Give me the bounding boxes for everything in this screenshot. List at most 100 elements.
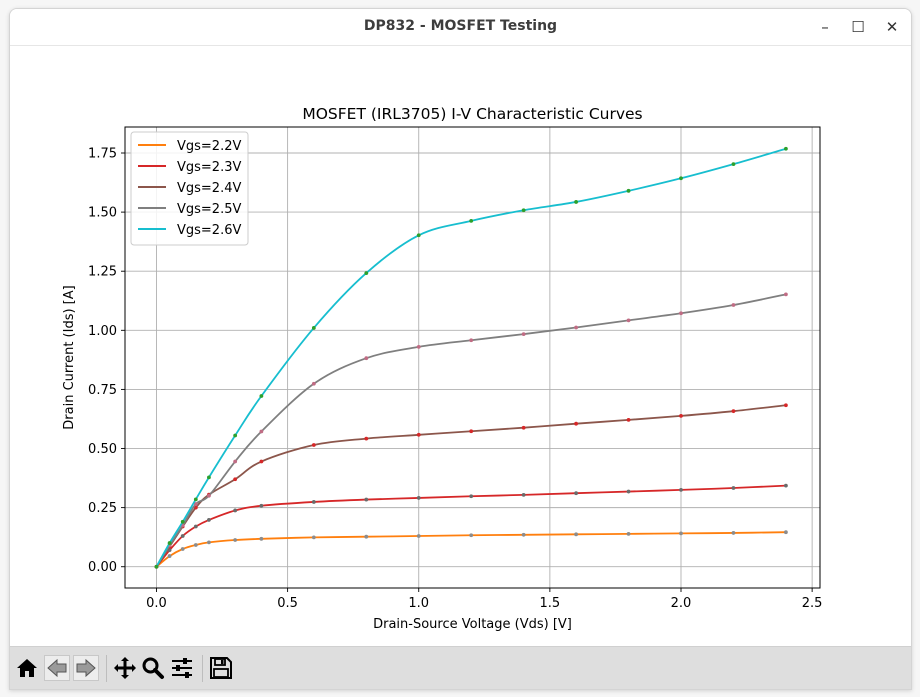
home-button[interactable] <box>14 655 40 681</box>
data-point <box>521 332 526 336</box>
y-tick-label: 0.25 <box>88 501 117 516</box>
configure-subplots-icon <box>172 658 192 678</box>
data-point <box>193 497 198 502</box>
data-point <box>784 292 788 297</box>
home-icon <box>17 659 37 677</box>
data-point <box>731 409 736 414</box>
data-point <box>259 429 264 434</box>
data-point <box>679 311 683 316</box>
data-point <box>233 433 238 438</box>
data-point <box>364 436 369 441</box>
data-point <box>233 459 238 464</box>
y-tick-label: 1.50 <box>88 206 117 221</box>
data-point <box>574 200 578 204</box>
zoom-icon <box>142 657 164 679</box>
zoom-button[interactable] <box>140 655 166 681</box>
y-tick-label: 1.00 <box>88 324 117 339</box>
data-point <box>574 532 578 537</box>
configure-subplots-button[interactable] <box>169 655 195 681</box>
close-button[interactable]: ✕ <box>885 18 899 36</box>
data-point <box>469 338 474 343</box>
chart-title: MOSFET (IRL3705) I-V Characteristic Curv… <box>302 105 642 123</box>
x-tick-label: 0.0 <box>146 596 167 611</box>
axes-frame <box>124 126 821 589</box>
maximize-button[interactable]: ☐ <box>851 18 865 36</box>
data-point <box>626 188 631 193</box>
data-point <box>574 491 578 496</box>
data-point <box>784 530 788 535</box>
legend-label: Vgs=2.4V <box>177 181 241 196</box>
figure-canvas[interactable]: 0.0 0.5 1.0 1.5 2.0 2.5 0.00 0.25 0.50 0.75 1.00 1.… <box>10 46 911 646</box>
data-point <box>731 303 736 307</box>
data-point <box>167 554 172 558</box>
legend-label: Vgs=2.6V <box>177 223 241 238</box>
data-point <box>364 271 369 276</box>
data-point <box>626 489 631 494</box>
data-point <box>167 541 172 545</box>
pan-button[interactable] <box>112 655 138 681</box>
data-point <box>364 356 369 361</box>
data-point <box>311 443 316 447</box>
chart-svg: 0.0 0.5 1.0 1.5 2.0 2.5 0.00 0.25 0.50 0.75 1.00 1.… <box>62 105 823 632</box>
data-point <box>626 531 631 536</box>
data-point <box>193 543 198 547</box>
data-point <box>521 208 526 213</box>
save-button[interactable] <box>208 655 234 681</box>
y-tick-label: 1.25 <box>88 265 117 280</box>
data-point <box>469 429 474 434</box>
data-point <box>311 381 316 386</box>
data-point <box>233 477 238 482</box>
data-point <box>469 533 474 538</box>
toolbar-separator <box>106 655 107 682</box>
data-point <box>731 486 736 490</box>
data-point <box>731 531 736 535</box>
save-icon <box>210 657 232 679</box>
data-point <box>180 547 185 551</box>
x-tick-label: 2.5 <box>802 596 823 611</box>
data-point <box>233 538 238 542</box>
data-point <box>233 508 238 513</box>
data-point <box>180 519 185 524</box>
data-point <box>469 218 474 223</box>
y-tick-label: 1.75 <box>88 147 117 162</box>
back-button[interactable] <box>44 655 70 681</box>
window-title: DP832 - MOSFET Testing <box>363 18 558 34</box>
data-point <box>259 536 264 541</box>
legend-label: Vgs=2.3V <box>177 160 241 175</box>
data-point <box>207 518 211 522</box>
data-point <box>679 176 683 181</box>
data-point <box>193 502 198 506</box>
data-point <box>207 540 211 545</box>
data-point <box>311 535 316 540</box>
minimize-button[interactable]: – <box>821 18 829 36</box>
data-point <box>679 413 683 418</box>
y-tick-label: 0.75 <box>88 383 117 398</box>
data-point <box>626 418 631 422</box>
data-point <box>626 318 631 323</box>
data-point <box>521 425 526 430</box>
data-point <box>416 534 421 538</box>
data-point <box>259 394 264 398</box>
data-point <box>259 459 264 464</box>
x-axis-label: Drain-Source Voltage (Vds) [V] <box>373 617 572 632</box>
back-arrow-icon <box>47 658 67 678</box>
data-point <box>364 534 369 539</box>
data-point <box>416 432 421 437</box>
title-bar[interactable]: DP832 - MOSFET Testing – ☐ ✕ <box>10 9 911 46</box>
data-point <box>154 564 159 569</box>
forward-arrow-icon <box>76 658 96 678</box>
y-axis-label: Drain Current (Ids) [A] <box>62 285 77 429</box>
forward-button[interactable] <box>73 655 99 681</box>
data-point <box>193 524 198 529</box>
y-tick-label: 0.50 <box>88 442 117 457</box>
data-point <box>574 421 578 426</box>
x-tick-label: 0.5 <box>277 596 298 611</box>
data-point <box>416 344 421 349</box>
data-point <box>207 493 211 498</box>
data-point <box>679 487 683 492</box>
data-point <box>364 497 369 502</box>
navigation-toolbar <box>10 646 911 689</box>
data-point <box>259 503 264 508</box>
data-point <box>784 483 788 488</box>
x-tick-label: 1.0 <box>408 596 429 611</box>
